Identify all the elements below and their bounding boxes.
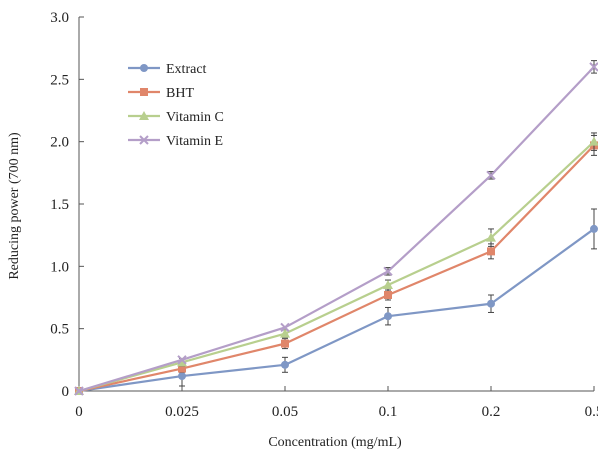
x-tick-label: 0.025 <box>165 404 199 420</box>
x-tick-label: 0.5 <box>585 404 598 420</box>
data-point-vitamin-c <box>589 136 598 146</box>
data-point-extract <box>487 299 495 308</box>
axes: 0 0.5 1.0 1.5 2.0 2.5 3.0 0 0.025 0.05 0.1 0.2 0.5 <box>50 10 598 420</box>
series-extract <box>75 208 598 395</box>
legend-marker-bht <box>140 88 148 96</box>
legend-label: Extract <box>166 62 207 77</box>
data-point-vitamin-e <box>177 355 187 365</box>
data-point-extract <box>178 372 186 381</box>
data-point-vitamin-c <box>177 357 187 367</box>
legend-label: BHT <box>166 86 194 101</box>
x-tick-label: 0.1 <box>379 404 398 420</box>
data-point-bht <box>281 339 289 348</box>
y-tick-label: 0.5 <box>50 322 69 338</box>
legend-item-vitamin-e: Vitamin E <box>128 134 223 149</box>
legend-marker-extract <box>140 64 148 72</box>
series-line-extract <box>78 228 595 393</box>
legend-marker-vitamin-c <box>139 111 149 120</box>
legend-item-vitamin-c: Vitamin C <box>128 110 224 125</box>
series-line-bht <box>78 144 595 393</box>
data-point-vitamin-e <box>589 62 598 72</box>
legend-label: Vitamin C <box>166 110 224 125</box>
legend-marker-vitamin-e <box>139 135 149 145</box>
data-point-vitamin-c <box>383 280 393 290</box>
x-tick-label: 0 <box>75 404 83 420</box>
y-tick-label: 0 <box>62 384 70 400</box>
y-tick-label: 2.0 <box>50 135 69 151</box>
legend: Extract BHT Vitamin C Vitamin E <box>128 62 224 149</box>
data-point-bht <box>384 291 392 300</box>
marker-stroke <box>383 266 393 277</box>
data-point-bht <box>487 247 495 256</box>
marker-stroke <box>589 62 598 72</box>
series-bht <box>75 134 598 395</box>
marker-stroke <box>74 386 84 396</box>
data-point-vitamin-c <box>486 232 496 242</box>
y-axis-label: Reducing power (700 nm) <box>7 132 22 280</box>
marker-stroke <box>280 322 290 333</box>
x-tick-label: 0.2 <box>482 404 501 420</box>
series-layer <box>74 60 598 396</box>
data-point-vitamin-e <box>486 170 496 181</box>
series-vitamin-e <box>74 60 598 396</box>
series-line-vitamin-c <box>78 140 595 393</box>
data-point-vitamin-c <box>280 328 290 338</box>
y-tick-label: 1.5 <box>50 197 69 213</box>
data-point-extract <box>384 312 392 321</box>
data-point-bht <box>178 364 186 373</box>
marker-stroke <box>486 170 496 181</box>
marker-stroke <box>139 135 149 145</box>
data-point-vitamin-e <box>383 266 393 277</box>
legend-label: Vitamin E <box>166 134 223 149</box>
legend-item-bht: BHT <box>128 86 194 101</box>
marker-stroke <box>177 355 187 365</box>
y-tick-label: 3.0 <box>50 10 69 26</box>
x-tick-label: 0.05 <box>272 404 298 420</box>
legend-item-extract: Extract <box>128 62 207 77</box>
data-point-vitamin-e <box>280 322 290 333</box>
series-line-vitamin-e <box>78 66 595 393</box>
data-point-extract <box>590 224 598 233</box>
y-tick-label: 2.5 <box>50 72 69 88</box>
data-point-vitamin-e <box>74 386 84 396</box>
x-axis-label: Concentration (mg/mL) <box>268 435 402 450</box>
data-point-extract <box>281 360 289 369</box>
y-tick-label: 1.0 <box>50 259 69 275</box>
series-vitamin-c <box>74 132 598 395</box>
